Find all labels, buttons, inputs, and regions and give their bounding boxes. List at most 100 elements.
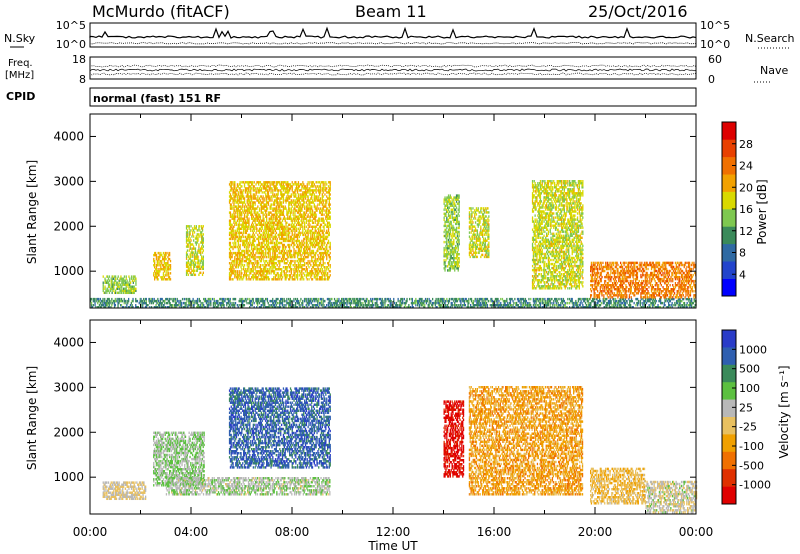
heatmap-cell [120,283,122,286]
heatmap-cell [637,297,639,301]
heatmap-cell [118,279,120,282]
heatmap-cell [281,272,283,275]
heatmap-cell [268,219,270,222]
heatmap-cell [243,225,245,229]
heatmap-cell [282,253,285,257]
heatmap-cell [307,197,309,200]
heatmap-cell [252,225,254,229]
heatmap-cell [238,245,240,249]
heatmap-cell [99,297,101,301]
heatmap-cell [102,283,104,286]
heatmap-cell [282,257,285,261]
heatmap-cell [295,264,297,267]
heatmap-cell [131,285,134,288]
heatmap-cell [254,247,256,251]
heatmap-cell [305,201,308,204]
heatmap-cell [185,269,188,273]
heatmap-cell [164,278,166,281]
heatmap-cell [242,299,244,303]
heatmap-cell [303,233,305,237]
heatmap-cell [234,209,236,212]
heatmap-cell [246,235,248,239]
heatmap-cell [575,301,577,305]
heatmap-cell [267,270,270,273]
heatmap-cell [162,276,164,279]
heatmap-cell [185,261,188,264]
heatmap-cell [265,227,267,231]
heatmap-cell [463,299,466,303]
heatmap-cell [310,264,312,267]
heatmap-cell [170,306,172,309]
heatmap-cell [455,297,457,301]
heatmap-cell [250,259,252,263]
heatmap-cell [247,233,249,237]
heatmap-cell [240,217,242,220]
heatmap-cell [275,211,277,214]
heatmap-cell [311,225,313,229]
heatmap-cell [254,235,256,239]
heatmap-cell [307,189,309,192]
heatmap-cell [613,304,615,307]
heatmap-cell [460,306,462,309]
heatmap-cell [605,304,607,307]
heatmap-cell [158,255,160,259]
heatmap-cell [287,215,289,218]
heatmap-cell [620,299,622,303]
heatmap-cell [251,255,253,259]
heatmap-cell [288,231,290,235]
heatmap-cell [390,299,392,303]
freq-tick-right-top: 60 [708,53,722,66]
heatmap-cell [139,297,141,301]
heatmap-cell [236,209,239,212]
heatmap-cell [288,306,290,309]
heatmap-cell [567,297,569,301]
heatmap-cell [220,301,223,305]
heatmap-cell [271,187,273,190]
heatmap-cell [274,235,277,239]
heatmap-cell [258,215,260,218]
heatmap-cell [296,251,298,255]
heatmap-cell [189,301,191,305]
heatmap-cell [289,251,291,255]
heatmap-cell [248,203,250,206]
heatmap-cell [269,251,271,255]
heatmap-cell [240,306,242,309]
heatmap-cell [331,304,333,307]
heatmap-cell [104,277,106,280]
heatmap-cell [298,266,300,269]
heatmap-cell [246,219,248,222]
heatmap-cell [268,211,270,214]
heatmap-cell [228,278,231,281]
heatmap-cell [282,247,285,251]
heatmap-cell [165,274,167,277]
heatmap-cell [315,297,317,301]
heatmap-cell [127,289,129,293]
heatmap-cell [289,235,292,239]
heatmap-cell [261,251,263,255]
heatmap-cell [295,199,297,202]
heatmap-cell [597,304,599,307]
heatmap-cell [336,299,338,303]
heatmap-cell [259,203,262,206]
heatmap-cell [532,299,535,303]
heatmap-cell [299,201,301,204]
heatmap-cell [256,223,258,227]
heatmap-cell [285,306,287,309]
heatmap-cell [236,274,239,277]
heatmap-cell [259,233,262,237]
heatmap-cell [452,297,454,301]
heatmap-cell [430,299,432,303]
heatmap-cell [151,299,153,303]
heatmap-cell [249,239,251,243]
heatmap-cell [296,239,299,243]
heatmap-cell [267,249,270,253]
heatmap-cell [276,183,278,186]
heatmap-cell [260,276,262,279]
heatmap-cell [278,235,280,239]
heatmap-cell [186,304,188,307]
heatmap-cell [268,245,270,249]
heatmap-cell [657,306,659,309]
heatmap-cell [504,301,506,305]
heatmap-cell [289,239,292,243]
heatmap-cell [236,245,239,249]
